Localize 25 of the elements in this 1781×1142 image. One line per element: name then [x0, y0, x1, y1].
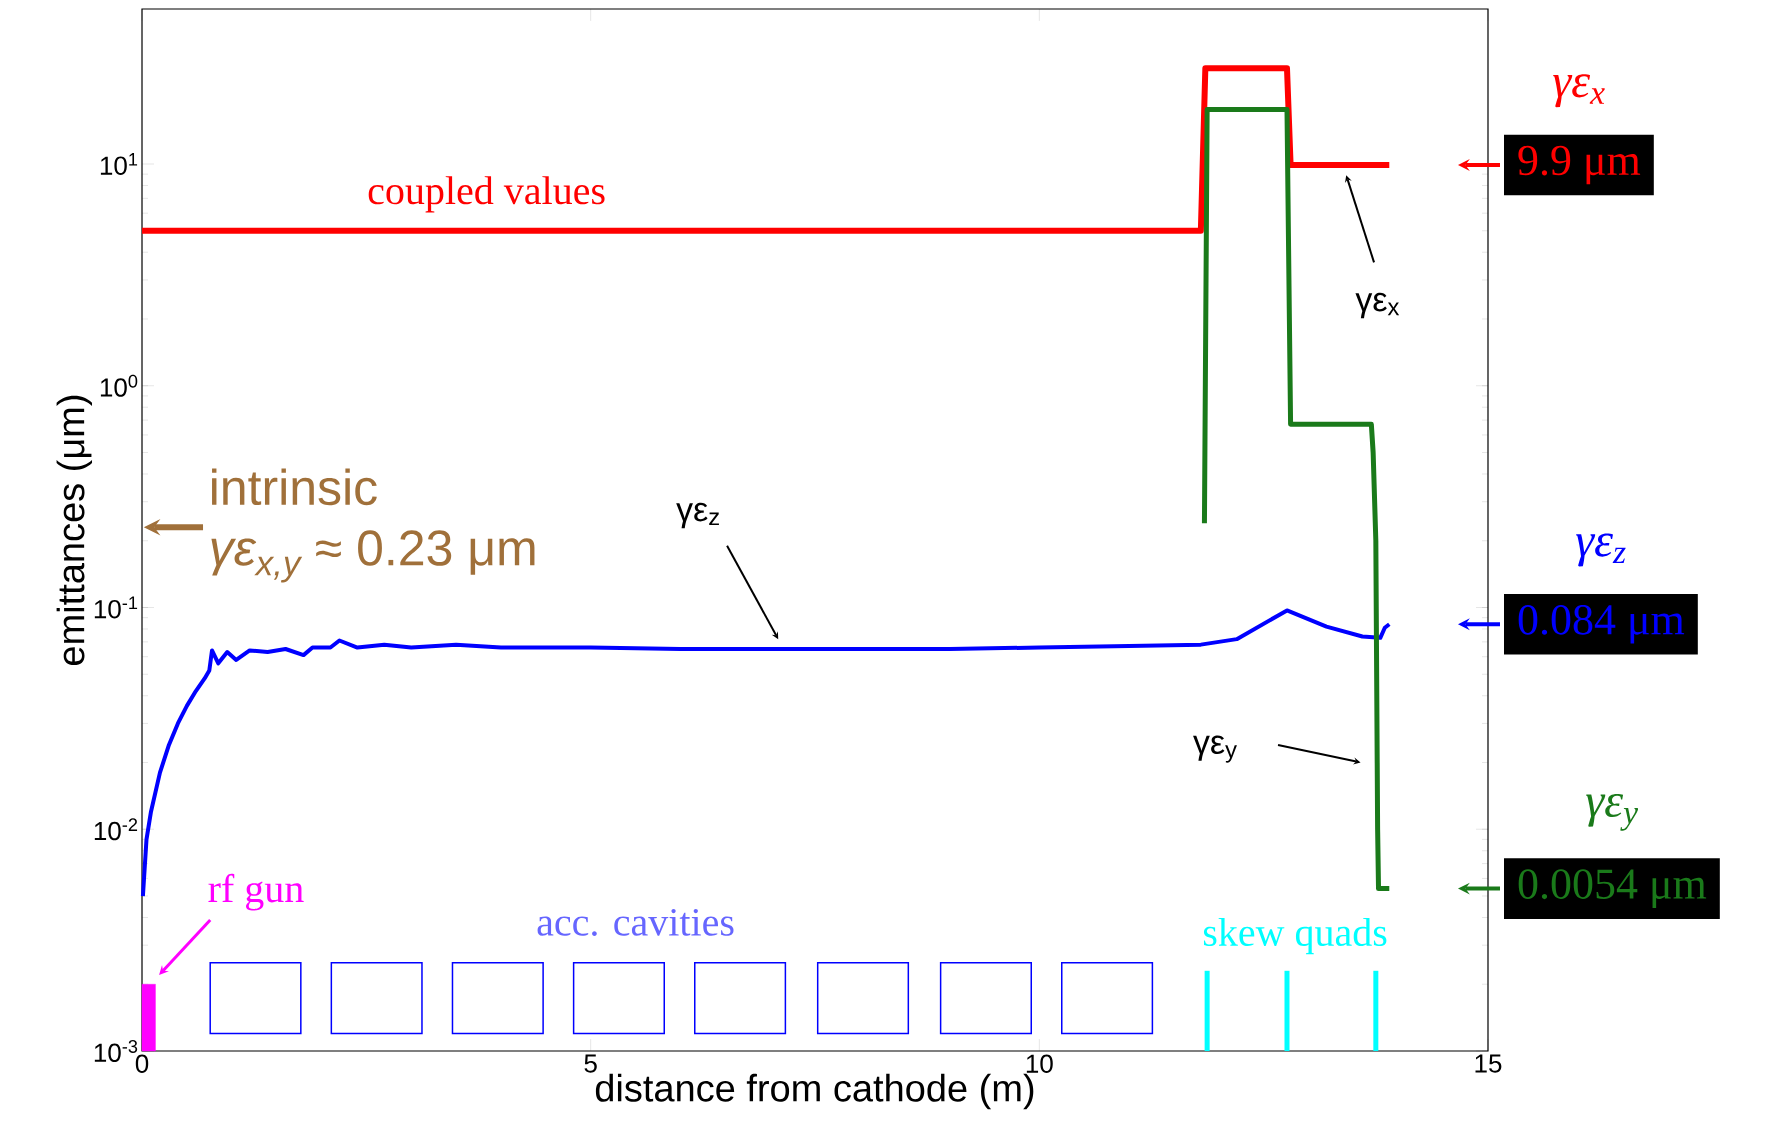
annotation: γε$_{z}$: [676, 502, 719, 529]
x-tick-label: 0: [135, 1054, 149, 1073]
text: γε$_{z}$: [1576, 533, 1626, 567]
annotation: coupled values: [368, 176, 605, 213]
x-tick-label: 15: [1475, 1054, 1502, 1073]
y-tick-label: 10$^{1}$: [100, 153, 138, 175]
y-tick-label: 10$^{0}$: [100, 374, 138, 397]
x-axis-title: distance from cathode (m): [595, 1073, 1034, 1110]
text: γε$_{x}$: [1553, 74, 1605, 108]
y-tick-label: 10$^{-1}$: [94, 596, 138, 619]
text: 0.0054 μm: [1518, 869, 1707, 908]
x-tick-label: 5: [584, 1054, 597, 1073]
annotation: skew quads: [1203, 917, 1387, 955]
text: 9.9 μm: [1518, 145, 1641, 185]
x-tick-label: 10: [1026, 1054, 1053, 1073]
y-axis-title: emittances (μm): [56, 395, 93, 665]
annotation: intrinsic: [212, 468, 377, 506]
text: 0.084 μm: [1518, 604, 1685, 644]
text: γε$_{x,y}$ ≈ 0.23 μm: [211, 530, 535, 583]
annotation: γε$_{y}$: [1193, 735, 1237, 763]
annotation: acc. cavities: [537, 908, 734, 936]
annotation: γε$_{x}$: [1355, 292, 1400, 319]
annotation: rf gun: [208, 873, 304, 911]
text: γε$_{y}$: [1586, 793, 1639, 831]
y-tick-label: 10$^{-2}$: [94, 818, 138, 841]
